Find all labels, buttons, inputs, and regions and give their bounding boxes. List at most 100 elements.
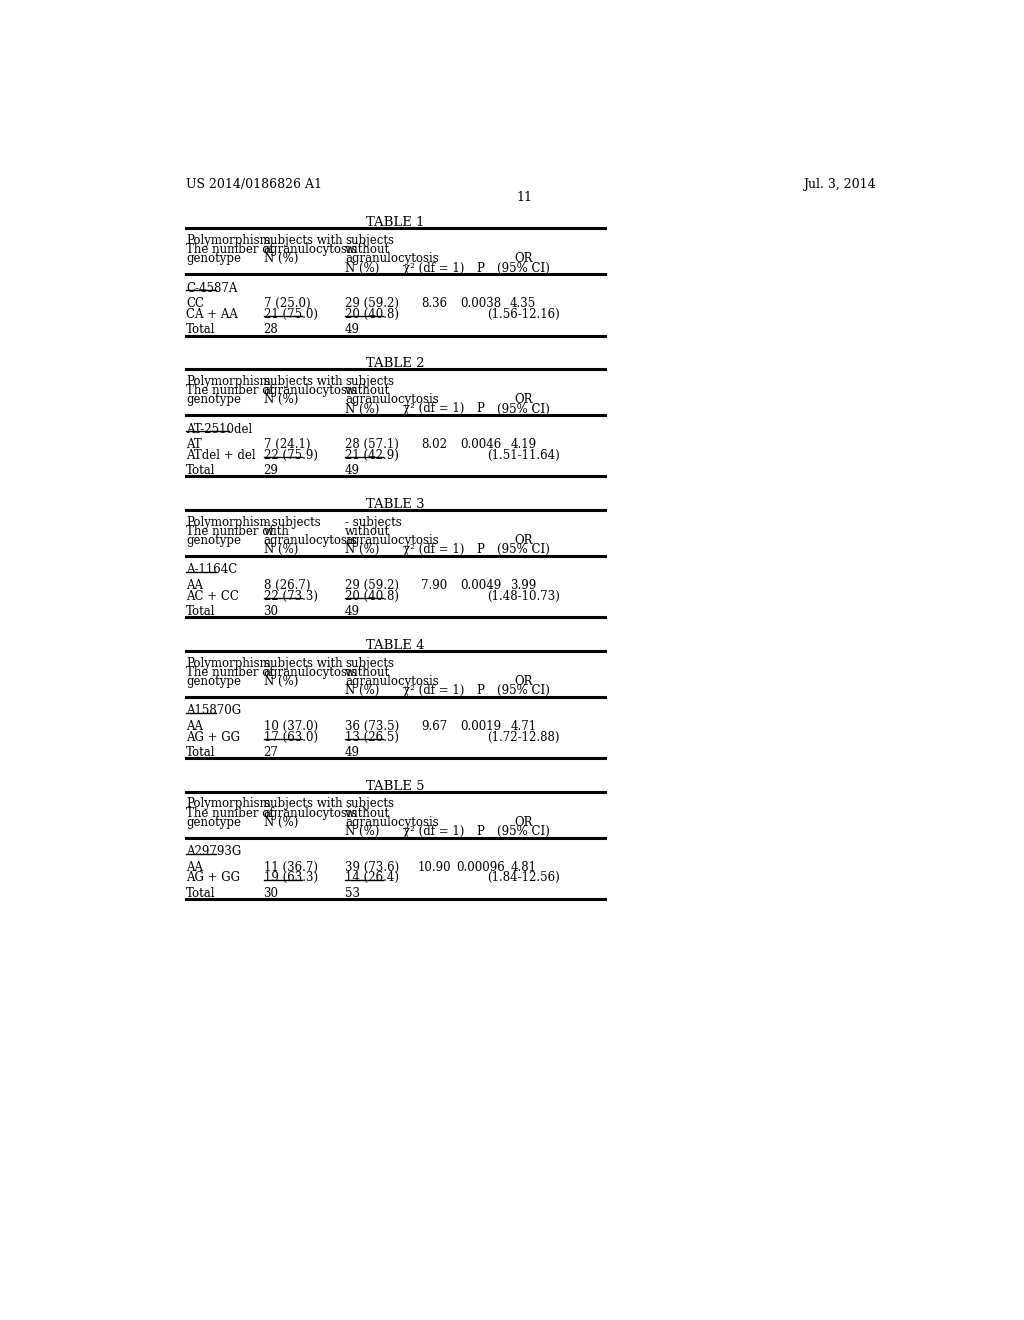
- Text: 30: 30: [263, 887, 279, 900]
- Text: OR: OR: [514, 675, 532, 688]
- Text: AA: AA: [186, 579, 203, 591]
- Text: genotype: genotype: [186, 675, 241, 688]
- Text: AT-2510del: AT-2510del: [186, 422, 252, 436]
- Text: 0.00096: 0.00096: [457, 861, 505, 874]
- Text: agranulocytosis: agranulocytosis: [263, 243, 357, 256]
- Text: 10.90: 10.90: [418, 861, 451, 874]
- Text: 7 (24.1): 7 (24.1): [263, 438, 310, 451]
- Text: 8.02: 8.02: [421, 438, 447, 451]
- Text: 4.35: 4.35: [510, 297, 537, 310]
- Text: subjects with: subjects with: [263, 656, 342, 669]
- Text: A-1164C: A-1164C: [186, 564, 238, 577]
- Text: P: P: [477, 544, 484, 557]
- Text: Polymorphism: Polymorphism: [186, 375, 271, 388]
- Text: AA: AA: [186, 719, 203, 733]
- Text: 4.71: 4.71: [510, 719, 537, 733]
- Text: with: with: [263, 525, 290, 539]
- Text: 4.19: 4.19: [510, 438, 537, 451]
- Text: 8 (26.7): 8 (26.7): [263, 579, 310, 591]
- Text: 0.0049: 0.0049: [460, 579, 502, 591]
- Text: N (%): N (%): [345, 403, 379, 416]
- Text: (95% CI): (95% CI): [497, 825, 550, 838]
- Text: N (%): N (%): [263, 675, 298, 688]
- Text: (1.51-11.64): (1.51-11.64): [486, 449, 560, 462]
- Text: 28: 28: [263, 323, 279, 337]
- Text: OR: OR: [514, 816, 532, 829]
- Text: 21 (42.9): 21 (42.9): [345, 449, 399, 462]
- Text: agranulocytosis: agranulocytosis: [345, 393, 438, 407]
- Text: - subjects: - subjects: [345, 516, 401, 529]
- Text: N (%): N (%): [345, 825, 379, 838]
- Text: AC + CC: AC + CC: [186, 590, 239, 603]
- Text: χ² (df = 1): χ² (df = 1): [403, 544, 465, 557]
- Text: 27: 27: [263, 746, 279, 759]
- Text: TABLE 2: TABLE 2: [367, 358, 425, 370]
- Text: agranulocytosis: agranulocytosis: [345, 816, 438, 829]
- Text: Polymorphism: Polymorphism: [186, 516, 271, 529]
- Text: P: P: [477, 825, 484, 838]
- Text: (1.84-12.56): (1.84-12.56): [486, 871, 560, 884]
- Text: N (%): N (%): [345, 261, 379, 275]
- Text: 53: 53: [345, 887, 360, 900]
- Text: 39 (73.6): 39 (73.6): [345, 861, 399, 874]
- Text: genotype: genotype: [186, 252, 241, 265]
- Text: Jul. 3, 2014: Jul. 3, 2014: [803, 178, 876, 190]
- Text: 28 (57.1): 28 (57.1): [345, 438, 399, 451]
- Text: OR: OR: [514, 535, 532, 548]
- Text: 14 (26.4): 14 (26.4): [345, 871, 399, 884]
- Text: 4.81: 4.81: [510, 861, 537, 874]
- Text: subjects: subjects: [345, 375, 394, 388]
- Text: agranulocytosis: agranulocytosis: [345, 252, 438, 265]
- Text: subjects: subjects: [345, 234, 394, 247]
- Text: TABLE 5: TABLE 5: [367, 780, 425, 793]
- Text: 20 (40.8): 20 (40.8): [345, 308, 399, 321]
- Text: 49: 49: [345, 465, 360, 477]
- Text: without: without: [345, 384, 390, 397]
- Text: χ² (df = 1): χ² (df = 1): [403, 684, 465, 697]
- Text: Polymorphism: Polymorphism: [186, 797, 271, 810]
- Text: 49: 49: [345, 323, 360, 337]
- Text: The number of: The number of: [186, 243, 273, 256]
- Text: N (%): N (%): [345, 544, 379, 557]
- Text: Total: Total: [186, 323, 216, 337]
- Text: N (%): N (%): [263, 544, 298, 557]
- Text: 22 (75.9): 22 (75.9): [263, 449, 317, 462]
- Text: AT: AT: [186, 438, 202, 451]
- Text: Total: Total: [186, 465, 216, 477]
- Text: The number of: The number of: [186, 525, 273, 539]
- Text: Total: Total: [186, 746, 216, 759]
- Text: 49: 49: [345, 746, 360, 759]
- Text: 22 (73.3): 22 (73.3): [263, 590, 317, 603]
- Text: subjects with: subjects with: [263, 797, 342, 810]
- Text: 11: 11: [517, 191, 532, 203]
- Text: - subjects: - subjects: [263, 516, 321, 529]
- Text: CA + AA: CA + AA: [186, 308, 238, 321]
- Text: 7 (25.0): 7 (25.0): [263, 297, 310, 310]
- Text: CC: CC: [186, 297, 204, 310]
- Text: 7.90: 7.90: [421, 579, 447, 591]
- Text: OR: OR: [514, 252, 532, 265]
- Text: ATdel + del: ATdel + del: [186, 449, 256, 462]
- Text: TABLE 1: TABLE 1: [367, 216, 425, 230]
- Text: 29 (59.2): 29 (59.2): [345, 579, 399, 591]
- Text: 17 (63.0): 17 (63.0): [263, 730, 317, 743]
- Text: 29: 29: [263, 465, 279, 477]
- Text: 36 (73.5): 36 (73.5): [345, 719, 399, 733]
- Text: A29793G: A29793G: [186, 845, 242, 858]
- Text: Polymorphism: Polymorphism: [186, 656, 271, 669]
- Text: The number of: The number of: [186, 807, 273, 820]
- Text: TABLE 3: TABLE 3: [366, 498, 425, 511]
- Text: N (%): N (%): [345, 684, 379, 697]
- Text: (95% CI): (95% CI): [497, 261, 550, 275]
- Text: TABLE 4: TABLE 4: [367, 639, 425, 652]
- Text: 13 (26.5): 13 (26.5): [345, 730, 399, 743]
- Text: AG + GG: AG + GG: [186, 871, 240, 884]
- Text: 0.0019: 0.0019: [460, 719, 501, 733]
- Text: (1.72-12.88): (1.72-12.88): [487, 730, 559, 743]
- Text: subjects with: subjects with: [263, 234, 342, 247]
- Text: subjects: subjects: [345, 656, 394, 669]
- Text: 10 (37.0): 10 (37.0): [263, 719, 317, 733]
- Text: AA: AA: [186, 861, 203, 874]
- Text: 0.0038: 0.0038: [460, 297, 501, 310]
- Text: Polymorphism: Polymorphism: [186, 234, 271, 247]
